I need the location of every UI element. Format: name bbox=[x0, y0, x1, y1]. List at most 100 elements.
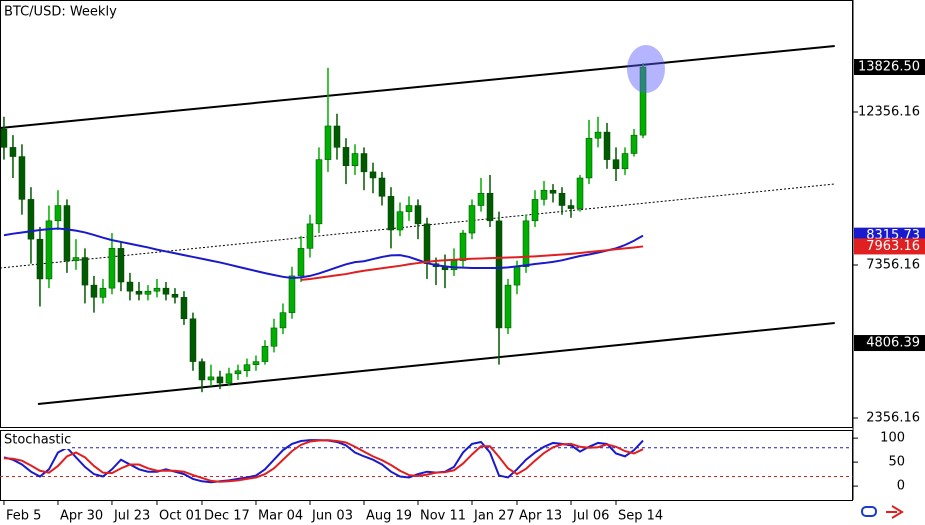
price-label-box bbox=[854, 238, 925, 255]
candle-body bbox=[27, 199, 35, 240]
candle-body bbox=[279, 312, 287, 329]
x-tick-label: Jul 23 bbox=[113, 509, 150, 524]
candle-body bbox=[369, 171, 377, 179]
price-label-box bbox=[854, 335, 925, 352]
candle-body bbox=[405, 205, 413, 212]
link-icon[interactable] bbox=[861, 506, 877, 517]
candle-body bbox=[459, 232, 467, 261]
candle-body bbox=[324, 125, 332, 160]
candle-body bbox=[639, 66, 647, 136]
candle-body bbox=[531, 199, 539, 222]
candle-body bbox=[504, 284, 512, 329]
line bbox=[3, 227, 644, 280]
x-tick-label: Jan 27 bbox=[473, 509, 515, 524]
candle-body bbox=[171, 294, 179, 298]
x-tick-label: Jun 03 bbox=[311, 509, 353, 524]
candle-body bbox=[468, 205, 476, 234]
candle-body bbox=[315, 159, 323, 225]
candle-body bbox=[81, 257, 89, 286]
candle-body bbox=[189, 318, 197, 362]
candle-body bbox=[117, 248, 125, 283]
candle-body bbox=[261, 346, 269, 362]
candle-body bbox=[540, 189, 548, 200]
candle-body bbox=[234, 370, 242, 375]
candle-body bbox=[207, 376, 215, 381]
y-tick-label: 0 bbox=[897, 479, 905, 494]
y-tick-label: 12356.16 bbox=[858, 104, 920, 119]
y-tick-label: 100 bbox=[880, 431, 905, 446]
arrow-icon[interactable] bbox=[886, 505, 904, 519]
candle-body bbox=[216, 376, 224, 384]
candle-body bbox=[333, 125, 341, 148]
candle-body bbox=[495, 220, 503, 329]
candle-body bbox=[162, 287, 170, 295]
chart-title: BTC/USD: Weekly bbox=[4, 5, 117, 20]
x-tick-label: Feb 5 bbox=[6, 509, 41, 524]
candle-body bbox=[549, 189, 557, 194]
y-tick-label: 2356.16 bbox=[866, 411, 920, 426]
x-tick-label: Mar 04 bbox=[258, 509, 303, 524]
candle-body bbox=[603, 131, 611, 160]
x-tick-label: Apr 13 bbox=[519, 509, 562, 524]
price-label: 7963.16 bbox=[866, 239, 920, 254]
x-tick-label: Aug 19 bbox=[366, 509, 412, 524]
x-tick-label: Apr 30 bbox=[60, 509, 103, 524]
candle-body bbox=[270, 327, 278, 347]
candle-body bbox=[9, 147, 17, 157]
candle-body bbox=[396, 211, 404, 231]
candle-body bbox=[486, 193, 494, 222]
candle-body bbox=[342, 147, 350, 166]
channel-line bbox=[37, 322, 835, 406]
candle-body bbox=[126, 281, 134, 292]
channel-line bbox=[0, 44, 835, 130]
candle-body bbox=[90, 284, 98, 298]
candle-body bbox=[378, 177, 386, 197]
candle-body bbox=[567, 205, 575, 209]
candle-body bbox=[585, 137, 593, 179]
candle-body bbox=[522, 220, 530, 267]
candle-body bbox=[594, 131, 602, 139]
candle-body bbox=[423, 223, 431, 264]
candle-body bbox=[621, 153, 629, 170]
stochastic-title-box bbox=[1, 431, 71, 449]
candle-body bbox=[108, 248, 116, 289]
candle-body bbox=[612, 159, 620, 170]
candle-body bbox=[144, 290, 152, 295]
candle-body bbox=[54, 205, 62, 222]
price-label: 4806.39 bbox=[866, 336, 920, 351]
line bbox=[3, 439, 644, 483]
candle-body bbox=[153, 287, 161, 292]
candle-body bbox=[198, 361, 206, 381]
plot-content: 2356.16 7356.16 12356.16 Feb 5 Apr 30 Jul 23 O… bbox=[0, 44, 925, 524]
price-label-box bbox=[854, 59, 925, 76]
x-tick-label: Nov 11 bbox=[420, 509, 466, 524]
candle-body bbox=[306, 223, 314, 249]
candle-body bbox=[45, 220, 53, 280]
candle-body bbox=[387, 196, 395, 231]
candle-body bbox=[630, 134, 638, 154]
x-tick-label: Jul 06 bbox=[572, 509, 609, 524]
price-label: 13826.50 bbox=[858, 60, 920, 75]
candle-body bbox=[225, 373, 233, 384]
candle-body bbox=[558, 193, 566, 206]
candle-body bbox=[18, 156, 26, 200]
candle-body bbox=[360, 153, 368, 173]
candle-body bbox=[576, 177, 584, 209]
stochastic-title: Stochastic bbox=[4, 433, 71, 448]
candle-body bbox=[414, 205, 422, 225]
candle-body bbox=[63, 205, 71, 261]
x-tick-label: Sep 14 bbox=[618, 509, 663, 524]
toolbar-icons[interactable] bbox=[861, 505, 904, 519]
candle-body bbox=[351, 153, 359, 166]
candle-body bbox=[180, 297, 188, 320]
candle-body bbox=[252, 361, 260, 365]
candle-body bbox=[513, 266, 521, 286]
x-tick-label: Oct 01 bbox=[159, 509, 202, 524]
candle-body bbox=[477, 193, 485, 206]
title-box bbox=[1, 1, 119, 23]
candle-body bbox=[297, 248, 305, 277]
x-tick-label: Dec 17 bbox=[204, 509, 250, 524]
highlight-circle bbox=[627, 45, 665, 93]
candle-body bbox=[135, 290, 143, 295]
